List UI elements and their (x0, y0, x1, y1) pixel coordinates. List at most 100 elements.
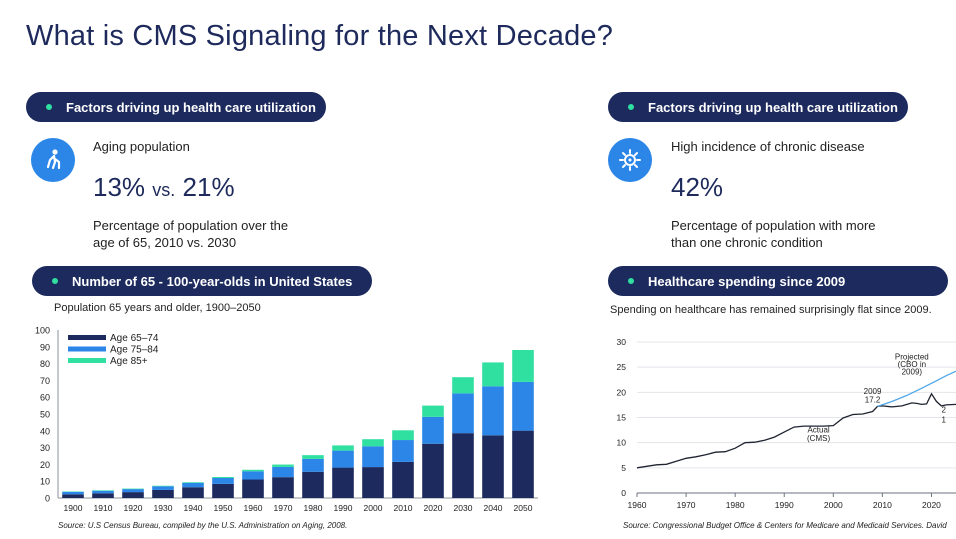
x-tick-label: 2020 (424, 503, 443, 513)
bar-segment (152, 486, 174, 490)
left-source-note: Source: U.S Census Bureau, compiled by t… (58, 521, 348, 530)
chart-annotation: 17.2 (865, 395, 881, 404)
bar-segment (212, 477, 234, 479)
bar-segment (392, 430, 414, 441)
chronic-stat: 42% (671, 172, 724, 202)
x-tick-label: 2010 (394, 503, 413, 513)
stat-vs: vs. (152, 180, 176, 200)
bar-segment (62, 491, 84, 495)
bar-segment (152, 489, 174, 498)
left-chart-pill: Number of 65 - 100-year-olds in United S… (32, 266, 372, 296)
chart-annotation: Actual (807, 426, 829, 435)
bullet-dot (52, 278, 58, 284)
y-tick-label: 30 (40, 443, 50, 453)
chronic-description: Percentage of population with more than … (671, 218, 876, 250)
chart-annotation: Projected (895, 353, 929, 362)
bar-segment (212, 483, 234, 498)
y-tick-label: 40 (40, 426, 50, 436)
bar-segment (92, 493, 114, 498)
bar-segment (452, 393, 474, 434)
y-tick-label: 50 (40, 410, 50, 420)
x-tick-label: 1960 (244, 503, 263, 513)
y-tick-label: 25 (617, 362, 627, 372)
bar-segment (362, 446, 384, 468)
bar-segment (512, 349, 534, 382)
chart-annotation: 2 (942, 405, 947, 414)
bar-segment (302, 455, 324, 459)
right-source-note: Source: Congressional Budget Office & Ce… (623, 521, 947, 530)
line-chart-caption: Spending on healthcare has remained surp… (610, 304, 932, 316)
x-tick-label: 1940 (184, 503, 203, 513)
bar-segment (512, 381, 534, 431)
legend-label: Age 85+ (110, 356, 148, 367)
x-tick-label: 2050 (514, 503, 533, 513)
bar-segment (332, 450, 354, 468)
x-tick-label: 1930 (154, 503, 173, 513)
bar-segment (92, 490, 114, 491)
bar-segment (392, 461, 414, 498)
x-tick-label: 2000 (824, 500, 843, 510)
page-title: What is CMS Signaling for the Next Decad… (26, 20, 614, 52)
bar-segment (362, 439, 384, 447)
left-factors-pill-label: Factors driving up health care utilizati… (66, 99, 316, 115)
bar-chart-caption: Population 65 years and older, 1900–2050 (54, 302, 261, 314)
legend-swatch (68, 346, 106, 352)
chart-annotation: 1 (942, 416, 947, 425)
x-tick-label: 1900 (64, 503, 83, 513)
bar-segment (122, 492, 144, 498)
bar-segment (122, 489, 144, 493)
bar-segment (302, 471, 324, 498)
bar-segment (242, 479, 264, 498)
x-tick-label: 1970 (677, 500, 696, 510)
aging-description: Percentage of population over the age of… (93, 218, 289, 250)
bar-segment (62, 494, 84, 498)
stat-2030: 21% (182, 172, 235, 202)
bar-segment (272, 477, 294, 498)
y-tick-label: 30 (617, 337, 627, 347)
chronic-disease-label: High incidence of chronic disease (671, 139, 865, 154)
aging-stat: 13% vs. 21% (93, 172, 235, 203)
bar-segment (182, 487, 204, 498)
legend-label: Age 75–84 (110, 345, 159, 356)
y-tick-label: 0 (621, 488, 626, 498)
virus-icon (608, 138, 652, 182)
healthcare-spending-line-chart: 0 5 10 15 20 25 30 1960 1970 1980 1990 2000 2010 2020… (617, 337, 956, 510)
right-factors-pill: Factors driving up health care utilizati… (608, 92, 908, 122)
chart-annotation: 2009 (864, 387, 882, 396)
left-chart-pill-label: Number of 65 - 100-year-olds in United S… (72, 273, 353, 289)
x-tick-label: 2040 (484, 503, 503, 513)
bar-segment (182, 482, 204, 483)
x-tick-label: 1970 (274, 503, 293, 513)
x-tick-label: 1980 (726, 500, 745, 510)
bullet-dot (628, 104, 634, 110)
x-tick-label: 1950 (214, 503, 233, 513)
y-tick-label: 100 (35, 326, 50, 336)
y-tick-label: 0 (45, 494, 50, 504)
bar-segment (362, 467, 384, 498)
bar-segment (422, 405, 444, 417)
x-tick-label: 1990 (775, 500, 794, 510)
bar-segment (242, 469, 264, 472)
x-tick-label: 2020 (922, 500, 941, 510)
x-tick-label: 2010 (873, 500, 892, 510)
bar-segment (332, 445, 354, 451)
stat-2010: 13% (93, 172, 146, 202)
legend-swatch (68, 335, 106, 340)
y-tick-label: 20 (40, 460, 50, 470)
series-line (636, 392, 956, 469)
bar-segment (452, 377, 474, 394)
x-tick-label: 1920 (124, 503, 143, 513)
bar-segment (512, 430, 534, 498)
bar-segment (392, 440, 414, 462)
right-chart-pill: Healthcare spending since 2009 (608, 266, 948, 296)
bar-segment (272, 466, 294, 478)
bar-segment (302, 458, 324, 472)
y-tick-label: 5 (621, 463, 626, 473)
chart-annotation: (CBO in (898, 360, 926, 369)
x-tick-label: 1990 (334, 503, 353, 513)
y-tick-label: 80 (40, 359, 50, 369)
bar-segment (422, 416, 444, 444)
bar-segment (482, 435, 504, 498)
left-factors-pill: Factors driving up health care utilizati… (26, 92, 326, 122)
